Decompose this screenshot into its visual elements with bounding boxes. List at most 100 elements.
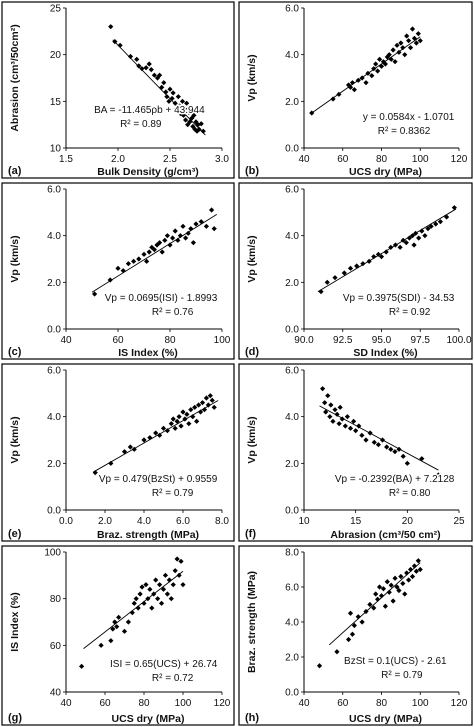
data-point bbox=[188, 407, 194, 413]
data-point bbox=[415, 31, 421, 37]
data-point bbox=[366, 258, 372, 264]
x-tick-label: 2.0 bbox=[111, 154, 125, 165]
data-point bbox=[141, 600, 147, 606]
data-point bbox=[409, 233, 416, 239]
panel-frame bbox=[1, 363, 235, 542]
data-point bbox=[347, 84, 354, 90]
x-tick-label: 40 bbox=[60, 698, 72, 709]
data-point bbox=[392, 575, 398, 581]
data-point bbox=[407, 45, 414, 51]
data-point bbox=[386, 589, 392, 595]
y-tick-label: 100 bbox=[44, 548, 61, 559]
data-point bbox=[153, 577, 159, 583]
data-point bbox=[379, 437, 386, 443]
data-point bbox=[388, 56, 394, 62]
data-point bbox=[98, 642, 104, 648]
y-axis-title: Abrasion (cm³/50cm²) bbox=[9, 24, 21, 131]
y-tick-label: 6.0 bbox=[47, 185, 61, 196]
r-squared: R² = 0.79 bbox=[381, 670, 423, 681]
data-point bbox=[406, 577, 412, 583]
data-point bbox=[363, 608, 369, 615]
x-tick-label: 60 bbox=[99, 698, 111, 709]
x-tick-label: 2.0 bbox=[98, 516, 112, 527]
data-point bbox=[392, 449, 398, 455]
data-point bbox=[356, 423, 362, 429]
data-point bbox=[131, 446, 137, 452]
data-point bbox=[342, 423, 348, 429]
data-point bbox=[149, 605, 155, 611]
x-tick-label: 100 bbox=[412, 698, 429, 709]
regression-equation: Vp = 0.479(BzSt) + 0.9559 bbox=[99, 474, 218, 485]
y-tick-label: 0.0 bbox=[285, 144, 299, 155]
data-point bbox=[92, 470, 98, 476]
data-point bbox=[396, 49, 402, 55]
data-point bbox=[409, 26, 416, 32]
data-point bbox=[397, 244, 403, 250]
data-point bbox=[188, 108, 194, 114]
data-point bbox=[180, 582, 186, 588]
data-point bbox=[148, 67, 154, 73]
r-squared: R² = 0.76 bbox=[152, 307, 194, 318]
data-point bbox=[125, 261, 131, 267]
trend-line bbox=[83, 570, 184, 649]
data-point bbox=[211, 226, 217, 232]
y-tick-label: 4.0 bbox=[47, 412, 61, 423]
regression-equation: Vp = -0.2392(BA) + 7.2128 bbox=[335, 474, 455, 485]
regression-equation: BA = -11.465ρb + 43.944 bbox=[94, 105, 205, 116]
data-point bbox=[166, 98, 172, 104]
x-tick-label: 40 bbox=[298, 154, 310, 165]
data-point bbox=[384, 444, 390, 450]
data-point bbox=[170, 582, 176, 588]
y-tick-label: 8.0 bbox=[285, 548, 299, 559]
panel-label: (c) bbox=[8, 346, 22, 358]
data-point bbox=[392, 242, 399, 248]
x-tick-label: 40 bbox=[298, 698, 310, 709]
x-tick-label: 4.0 bbox=[137, 516, 151, 527]
data-point bbox=[172, 100, 178, 106]
y-tick-label: 15 bbox=[50, 97, 62, 108]
y-tick-label: 2.0 bbox=[285, 459, 299, 470]
x-tick-label: 80 bbox=[376, 698, 388, 709]
data-point bbox=[371, 66, 377, 72]
r-squared: R² = 0.79 bbox=[152, 488, 194, 499]
data-point bbox=[112, 619, 118, 625]
data-point bbox=[172, 568, 178, 574]
data-point bbox=[172, 228, 178, 234]
data-point bbox=[199, 400, 206, 406]
data-point bbox=[180, 409, 186, 415]
x-tick-label: 80 bbox=[164, 335, 176, 346]
data-point bbox=[351, 418, 357, 424]
data-point bbox=[136, 63, 142, 69]
x-tick-label: 120 bbox=[451, 154, 468, 165]
data-point bbox=[349, 631, 356, 637]
data-point bbox=[400, 237, 406, 243]
data-point bbox=[79, 663, 85, 669]
data-point bbox=[168, 596, 174, 602]
data-point bbox=[388, 446, 394, 452]
data-point bbox=[141, 437, 147, 443]
panel-frame bbox=[238, 182, 473, 360]
y-tick-label: 2.0 bbox=[285, 97, 299, 108]
data-point bbox=[367, 430, 373, 436]
data-point bbox=[347, 265, 354, 271]
data-point bbox=[400, 453, 406, 459]
data-point bbox=[404, 33, 410, 39]
data-point bbox=[203, 395, 209, 401]
x-tick-label: 0.0 bbox=[59, 516, 73, 527]
data-point bbox=[175, 94, 181, 100]
data-point bbox=[435, 472, 441, 478]
x-tick-label: 25 bbox=[453, 516, 465, 527]
data-point bbox=[159, 84, 165, 90]
regression-equation: ISI = 0.65(UCS) + 26.74 bbox=[110, 659, 218, 670]
data-point bbox=[179, 98, 186, 104]
data-point bbox=[139, 66, 145, 72]
panel-frame bbox=[1, 545, 235, 726]
data-point bbox=[334, 411, 340, 417]
data-point bbox=[411, 563, 418, 569]
data-point bbox=[162, 237, 168, 243]
data-point bbox=[351, 87, 357, 93]
y-tick-label: 20 bbox=[50, 50, 62, 61]
data-point bbox=[332, 275, 338, 281]
y-tick-label: 2.0 bbox=[47, 459, 61, 470]
data-point bbox=[147, 586, 153, 592]
